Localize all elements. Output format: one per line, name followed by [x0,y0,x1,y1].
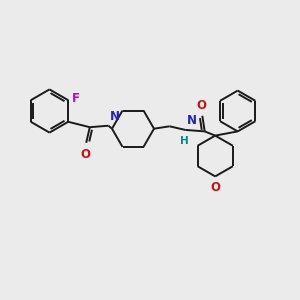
Text: O: O [210,181,220,194]
Text: N: N [186,115,197,128]
Text: F: F [72,92,80,105]
Text: N: N [110,110,120,123]
Text: O: O [197,99,207,112]
Text: O: O [80,148,90,160]
Text: H: H [180,136,189,146]
